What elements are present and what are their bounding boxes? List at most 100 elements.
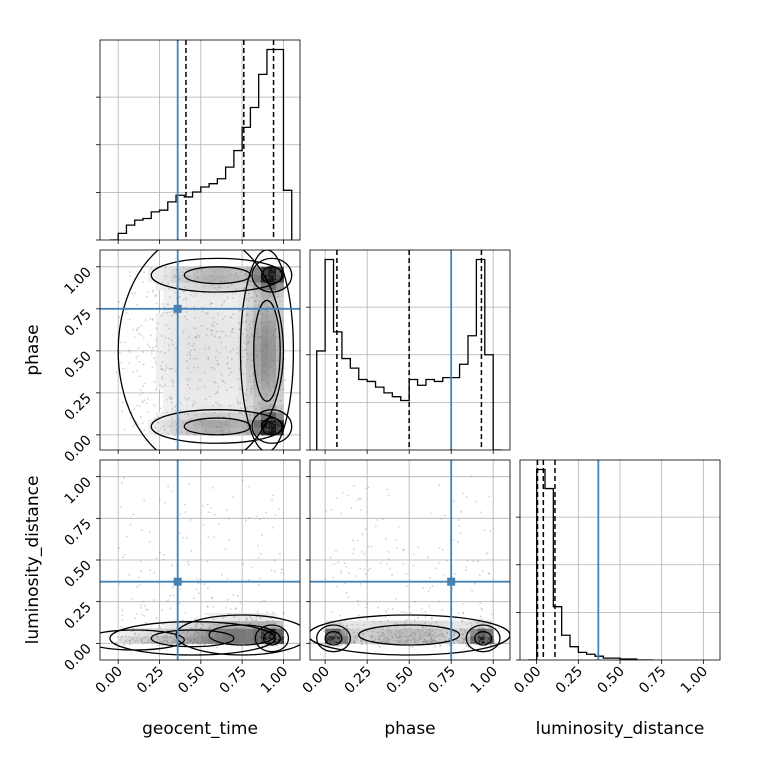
sample-point	[434, 640, 437, 643]
sample-point	[186, 275, 189, 278]
density-cell	[178, 404, 187, 413]
sample-point	[476, 639, 479, 641]
sample-point	[161, 623, 164, 626]
density-cell	[178, 358, 187, 367]
sample-point	[156, 636, 158, 639]
sample-point	[464, 631, 467, 633]
sample-point	[258, 638, 261, 641]
sample-point	[221, 303, 224, 306]
sample-point	[345, 625, 348, 628]
sample-point	[423, 638, 426, 641]
sample-point	[336, 639, 338, 642]
sample-point	[141, 400, 144, 403]
sample-point	[430, 512, 432, 515]
sample-point	[252, 639, 254, 642]
sample-point	[173, 274, 176, 277]
sample-point	[121, 481, 123, 484]
sample-point	[144, 636, 147, 639]
sample-point	[381, 632, 384, 634]
sample-point	[167, 337, 170, 340]
sample-point	[204, 348, 207, 350]
density-cell	[193, 620, 202, 629]
sample-point	[248, 336, 251, 339]
contour-line	[324, 631, 343, 646]
sample-point	[141, 613, 144, 616]
sample-point	[167, 642, 169, 644]
sample-point	[234, 637, 237, 640]
density-cell	[208, 427, 217, 436]
sample-point	[256, 544, 259, 547]
sample-point	[156, 327, 158, 330]
sample-point	[270, 386, 273, 389]
density-cell	[185, 366, 194, 375]
sample-point	[481, 635, 483, 638]
sample-point	[263, 366, 266, 369]
sample-point	[427, 635, 430, 637]
sample-point	[194, 638, 197, 640]
x-tick-label: 1.00	[258, 664, 291, 697]
sample-point	[471, 624, 473, 627]
sample-point	[478, 641, 481, 644]
sample-point	[272, 399, 275, 402]
sample-point	[435, 628, 438, 631]
sample-point	[433, 639, 435, 642]
sample-point	[329, 638, 332, 641]
sample-point	[257, 364, 260, 367]
sample-point	[402, 611, 405, 614]
sample-point	[334, 638, 337, 640]
sample-point	[275, 636, 278, 638]
sample-point	[378, 638, 381, 641]
sample-point	[332, 641, 335, 644]
sample-point	[251, 359, 253, 362]
sample-point	[259, 634, 261, 636]
sample-point	[477, 639, 480, 641]
sample-point	[232, 292, 235, 295]
density-cell	[275, 389, 284, 398]
density-cell	[163, 297, 172, 306]
sample-point	[465, 565, 468, 568]
density-cell	[386, 635, 395, 644]
sample-point	[493, 641, 496, 644]
sample-point	[250, 641, 253, 644]
sample-point	[448, 638, 451, 641]
sample-point	[258, 638, 261, 640]
density-cell	[140, 635, 149, 644]
density-cell	[200, 327, 209, 337]
sample-point	[250, 310, 253, 312]
sample-point	[136, 328, 138, 331]
sample-point	[429, 577, 431, 580]
sample-point	[201, 642, 203, 644]
sample-point	[258, 639, 261, 642]
sample-point	[245, 399, 247, 402]
density-cell	[178, 620, 187, 629]
sample-point	[206, 631, 208, 633]
sample-point	[158, 498, 161, 501]
sample-point	[334, 641, 337, 644]
sample-point	[391, 608, 394, 610]
sample-point	[171, 641, 174, 644]
sample-point	[171, 408, 174, 411]
sample-point	[242, 563, 245, 566]
density-cell	[178, 297, 187, 306]
sample-point	[406, 635, 409, 638]
sample-point	[240, 633, 243, 636]
sample-point	[189, 639, 192, 642]
density-cell	[178, 327, 187, 337]
sample-point	[265, 353, 267, 356]
sample-point	[118, 546, 121, 549]
sample-point	[278, 642, 281, 645]
sample-point	[453, 633, 455, 636]
sample-point	[471, 640, 474, 642]
density-cell	[215, 620, 224, 629]
sample-point	[158, 627, 161, 630]
sample-point	[438, 546, 441, 549]
sample-point	[334, 641, 337, 644]
density-cell	[253, 404, 262, 413]
sample-point	[265, 343, 267, 346]
density-cell	[163, 320, 172, 329]
sample-point	[429, 631, 432, 634]
sample-point	[423, 641, 426, 644]
truth-marker	[173, 304, 182, 313]
sample-point	[470, 640, 473, 643]
sample-point	[492, 635, 495, 638]
